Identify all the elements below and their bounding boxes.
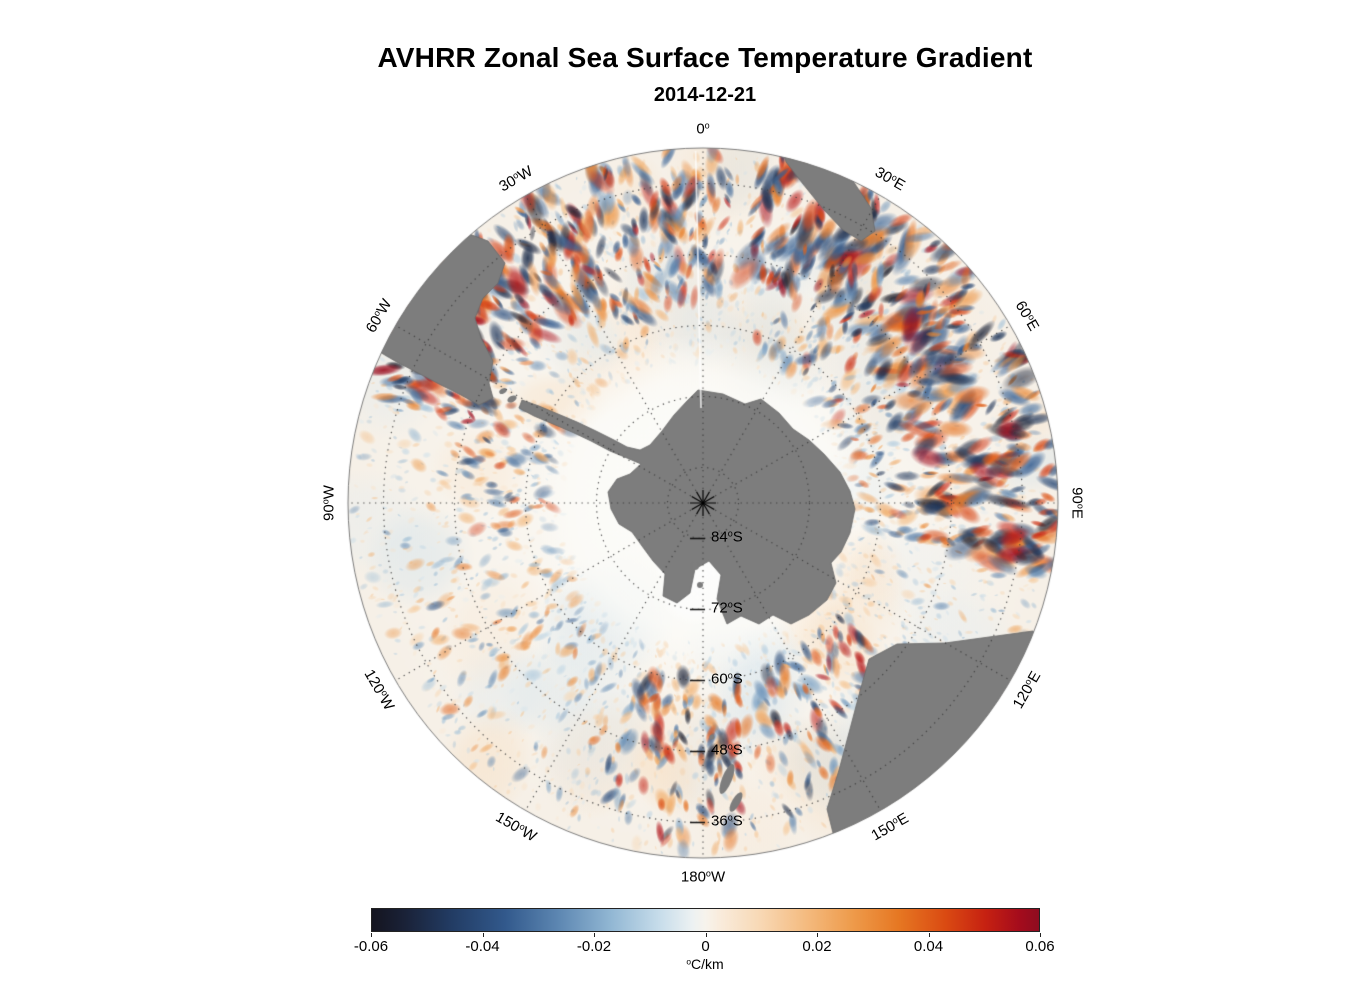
colorbar-tick bbox=[1040, 933, 1041, 937]
colorbar-gradient bbox=[371, 908, 1040, 932]
latitude-label-60S: 60oS bbox=[711, 670, 743, 687]
latitude-label-36S: 36oS bbox=[711, 812, 743, 829]
colorbar-tick bbox=[594, 933, 595, 937]
colorbar-tick bbox=[817, 933, 818, 937]
polar-map-canvas bbox=[323, 123, 1083, 883]
chart-subtitle: 2014-12-21 bbox=[653, 84, 757, 106]
colorbar-tick-label: 0.06 bbox=[1025, 938, 1055, 955]
colorbar-tick bbox=[928, 933, 930, 937]
chart-title: AVHRR Zonal Sea Surface Temperature Grad… bbox=[377, 42, 1033, 73]
colorbar-tick bbox=[705, 933, 707, 937]
longitude-label-90E: 90oE bbox=[1068, 487, 1086, 519]
colorbar-tick-label: -0.04 bbox=[465, 938, 500, 955]
colorbar-tick-label: 0.02 bbox=[802, 938, 832, 955]
latitude-label-72S: 72oS bbox=[711, 599, 743, 616]
longitude-label-90W: 90oW bbox=[320, 485, 338, 521]
colorbar-unit-label: oC/km bbox=[686, 956, 724, 972]
latitude-label-84S: 84oS bbox=[711, 528, 743, 545]
colorbar-tick-label: 0.04 bbox=[913, 938, 944, 955]
longitude-label-0: 0o bbox=[696, 120, 710, 138]
colorbar-tick bbox=[371, 933, 372, 937]
colorbar-tick-label: -0.02 bbox=[576, 938, 612, 955]
longitude-label-180W: 180oW bbox=[680, 868, 726, 886]
latitude-label-48S: 48oS bbox=[711, 741, 743, 758]
colorbar-tick-label: -0.06 bbox=[353, 938, 389, 955]
colorbar-tick-label: 0 bbox=[701, 938, 710, 955]
colorbar-tick bbox=[482, 933, 484, 937]
